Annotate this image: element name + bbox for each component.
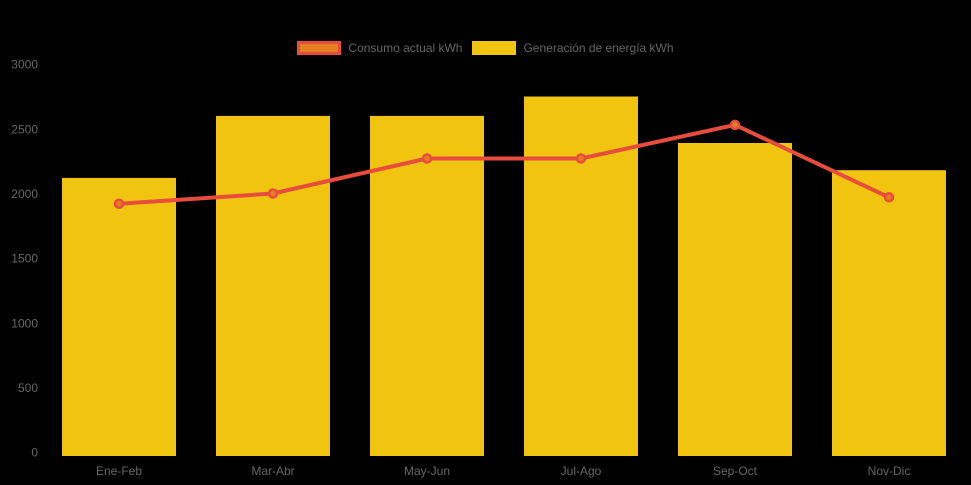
y-axis-tick-label: 2000 [11, 187, 38, 201]
bar-generacion[interactable] [62, 177, 176, 456]
point-consumo[interactable] [575, 153, 587, 164]
y-axis-tick-label: 1500 [11, 252, 38, 266]
x-axis-category-label: May-Jun [404, 464, 450, 478]
x-axis-category-label: Sep-Oct [713, 464, 758, 478]
bar-generacion[interactable] [832, 170, 946, 456]
point-consumo[interactable] [421, 153, 433, 164]
y-axis-tick-label: 2500 [11, 122, 38, 136]
point-consumo[interactable] [267, 188, 279, 199]
y-axis-tick-label: 1000 [11, 316, 38, 330]
bar-generacion[interactable] [216, 115, 330, 457]
legend-item-consumo[interactable]: Consumo actual kWh [297, 41, 462, 55]
x-axis-category-label: Jul-Ago [561, 464, 602, 478]
line-consumo [117, 122, 891, 206]
legend-item-label: Consumo actual kWh [348, 41, 463, 55]
point-consumo[interactable] [729, 119, 741, 131]
y-axis-tick-label: 3000 [11, 58, 38, 72]
x-axis-category-label: Nov-Dic [868, 464, 911, 478]
legend-item-generacion[interactable]: Generación de energía kWh [472, 41, 674, 55]
legend-item-label: Generación de energía kWh [523, 41, 674, 55]
legend-swatch-icon [297, 41, 342, 55]
chart-legend: Consumo actual kWh Generación de energía … [0, 41, 971, 55]
x-axis-category-label: Ene-Feb [96, 464, 142, 478]
point-consumo[interactable] [883, 192, 895, 203]
x-axis-category-label: Mar-Abr [251, 464, 294, 478]
y-axis-tick-label: 500 [18, 381, 38, 395]
legend-swatch-icon [472, 41, 517, 55]
bar-generacion[interactable] [678, 143, 792, 456]
y-axis-tick-label: 0 [31, 446, 38, 460]
bar-generacion[interactable] [370, 115, 484, 457]
point-consumo[interactable] [113, 198, 125, 210]
